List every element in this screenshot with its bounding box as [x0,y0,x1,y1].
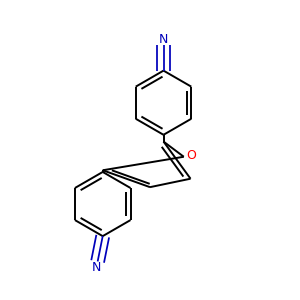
Text: N: N [159,33,168,46]
Text: O: O [186,148,196,162]
Text: N: N [91,261,101,274]
